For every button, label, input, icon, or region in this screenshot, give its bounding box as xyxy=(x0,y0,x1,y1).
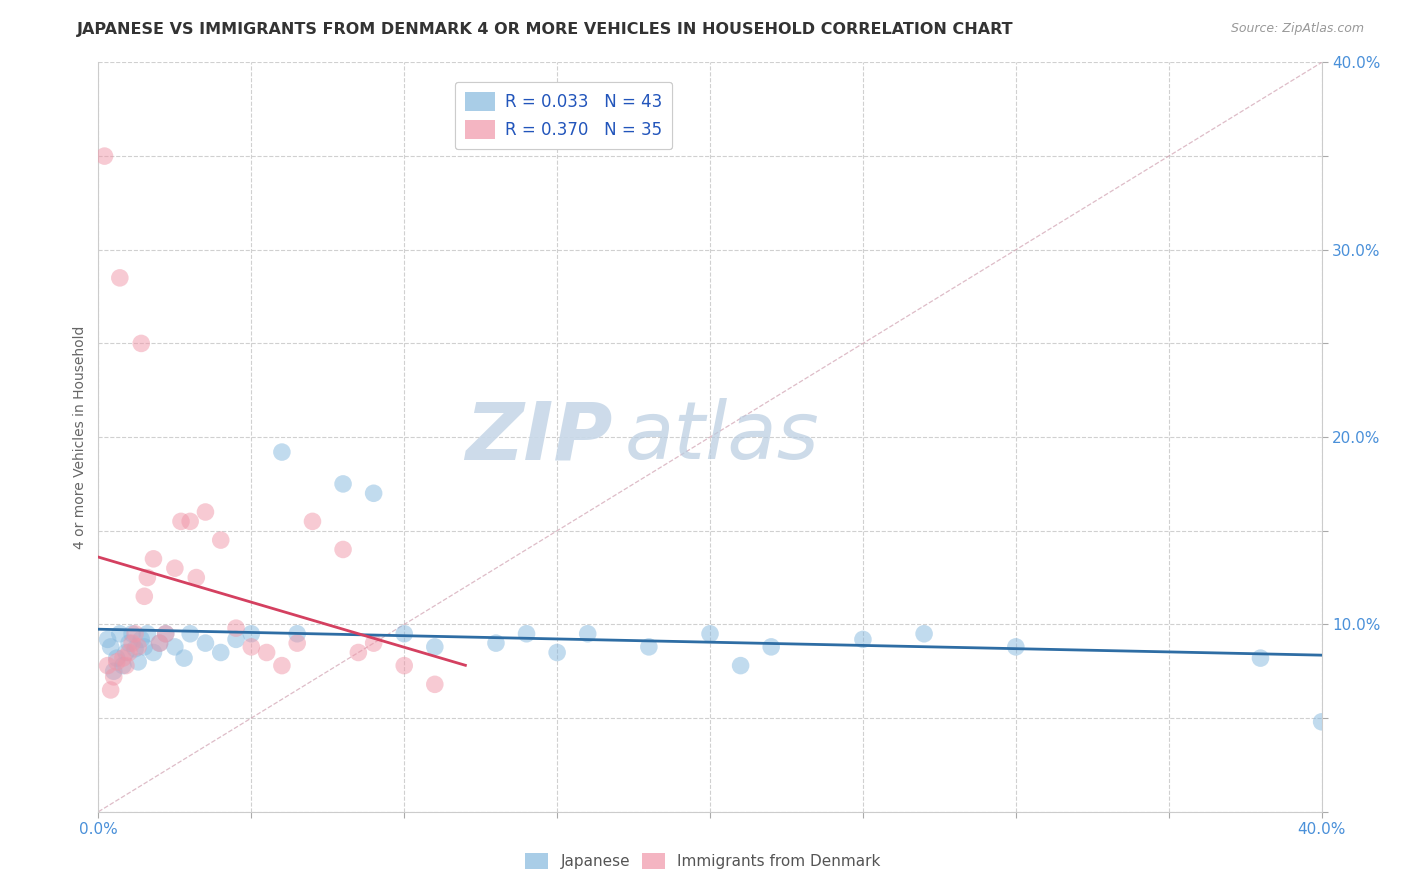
Point xyxy=(118,646,141,660)
Point xyxy=(392,626,416,640)
Point xyxy=(129,336,152,351)
Point xyxy=(270,445,292,459)
Point xyxy=(97,632,120,647)
Point xyxy=(170,514,193,528)
Point xyxy=(103,664,125,679)
Point xyxy=(1310,714,1333,729)
Point xyxy=(576,626,599,640)
Point xyxy=(209,646,232,660)
Point xyxy=(173,651,195,665)
Point xyxy=(124,626,146,640)
Point xyxy=(136,571,159,585)
Legend: R = 0.033   N = 43, R = 0.370   N = 35: R = 0.033 N = 43, R = 0.370 N = 35 xyxy=(454,82,672,149)
Point xyxy=(111,658,134,673)
Point xyxy=(546,646,568,660)
Point xyxy=(163,640,186,654)
Point xyxy=(332,542,354,557)
Point xyxy=(759,640,782,654)
Point xyxy=(240,640,263,654)
Point xyxy=(105,651,128,665)
Point xyxy=(637,640,661,654)
Point xyxy=(256,646,278,660)
Point xyxy=(270,658,292,673)
Point xyxy=(179,626,201,640)
Point xyxy=(363,636,385,650)
Point xyxy=(285,636,308,650)
Point xyxy=(852,632,875,647)
Text: JAPANESE VS IMMIGRANTS FROM DENMARK 4 OR MORE VEHICLES IN HOUSEHOLD CORRELATION : JAPANESE VS IMMIGRANTS FROM DENMARK 4 OR… xyxy=(77,22,1014,37)
Point xyxy=(103,670,125,684)
Point xyxy=(124,641,146,656)
Point xyxy=(186,571,208,585)
Point xyxy=(179,514,201,528)
Point xyxy=(155,626,177,640)
Point xyxy=(142,551,165,566)
Point xyxy=(285,626,308,640)
Point xyxy=(105,655,128,669)
Legend: Japanese, Immigrants from Denmark: Japanese, Immigrants from Denmark xyxy=(519,847,887,875)
Text: Source: ZipAtlas.com: Source: ZipAtlas.com xyxy=(1230,22,1364,36)
Point xyxy=(115,646,138,660)
Point xyxy=(142,646,165,660)
Point xyxy=(149,636,172,650)
Point xyxy=(118,636,141,650)
Point xyxy=(149,636,172,650)
Point xyxy=(225,632,247,647)
Point xyxy=(121,626,143,640)
Text: atlas: atlas xyxy=(624,398,820,476)
Point xyxy=(111,651,134,665)
Point xyxy=(100,640,122,654)
Point xyxy=(730,658,752,673)
Point xyxy=(209,533,232,547)
Point xyxy=(121,636,143,650)
Point xyxy=(108,626,131,640)
Point xyxy=(225,621,247,635)
Point xyxy=(155,626,177,640)
Point xyxy=(194,505,217,519)
Point xyxy=(301,514,323,528)
Point xyxy=(136,626,159,640)
Point xyxy=(423,640,446,654)
Point xyxy=(127,640,149,654)
Point xyxy=(194,636,217,650)
Point xyxy=(699,626,721,640)
Point xyxy=(423,677,446,691)
Point xyxy=(134,640,156,654)
Point xyxy=(115,658,138,673)
Point xyxy=(1249,651,1271,665)
Point xyxy=(97,658,120,673)
Point xyxy=(516,626,538,640)
Point xyxy=(134,590,156,604)
Point xyxy=(485,636,508,650)
Point xyxy=(93,149,115,163)
Point xyxy=(912,626,935,640)
Text: ZIP: ZIP xyxy=(465,398,612,476)
Point xyxy=(108,271,131,285)
Point xyxy=(363,486,385,500)
Point xyxy=(100,683,122,698)
Point xyxy=(332,476,354,491)
Point xyxy=(1004,640,1026,654)
Point xyxy=(129,632,152,647)
Point xyxy=(127,655,149,669)
Point xyxy=(347,646,370,660)
Y-axis label: 4 or more Vehicles in Household: 4 or more Vehicles in Household xyxy=(73,326,87,549)
Point xyxy=(240,626,263,640)
Point xyxy=(163,561,186,575)
Point xyxy=(392,658,416,673)
